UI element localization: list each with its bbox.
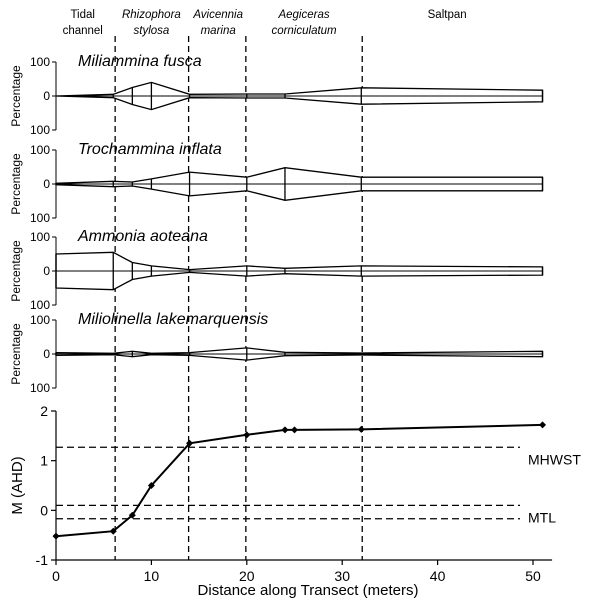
zone-label-rhizophora: stylosa xyxy=(134,25,170,37)
elevation-point xyxy=(291,426,298,434)
zone-label-tidal-channel: Tidal xyxy=(70,9,95,21)
y-tick-label: 100 xyxy=(30,211,50,225)
x-tick-label: 10 xyxy=(144,568,160,584)
zone-label-avicennia: marina xyxy=(201,25,236,37)
zone-label-rhizophora: Rhizophora xyxy=(122,9,181,21)
zone-label-tidal-channel: channel xyxy=(63,25,103,37)
species-title: Ammonia aoteana xyxy=(77,228,208,245)
y-axis-label: Percentage xyxy=(9,323,23,385)
y-tick-label: 0 xyxy=(43,177,50,191)
species-panel: 100 0 100 Percentage Trochammina inflata xyxy=(9,141,544,225)
species-panel: 100 0 100 Percentage Miliolinella lakemarque… xyxy=(9,311,544,395)
y-tick-label: 100 xyxy=(30,123,50,137)
x-axis-label: Distance along Transect (meters) xyxy=(198,582,419,599)
y-axis-label: Percentage xyxy=(9,153,23,215)
species-panel: 100 0 100 Percentage Miliammina fusca xyxy=(9,53,544,137)
x-tick-label: 0 xyxy=(52,568,60,584)
elevation-point xyxy=(147,482,155,489)
y-tick-label: 2 xyxy=(40,403,48,419)
y-axis-label: Percentage xyxy=(9,240,23,302)
species-panel: 100 0 100 Percentage Ammonia aoteana xyxy=(9,228,544,312)
zone-headers: Tidal channel Rhizophora stylosa Avicennia ma… xyxy=(63,9,467,37)
y-tick-label: 100 xyxy=(30,381,50,395)
y-tick-label: 0 xyxy=(43,89,50,103)
elevation-point xyxy=(52,532,60,540)
elevation-point xyxy=(186,439,194,447)
x-tick-label: 20 xyxy=(239,568,255,584)
elevation-point xyxy=(128,511,136,519)
y-tick-label: 100 xyxy=(30,143,50,157)
y-tick-label: -1 xyxy=(36,552,49,568)
elevation-point xyxy=(109,527,117,535)
elevation-point xyxy=(281,426,289,434)
y-tick-label: 100 xyxy=(30,298,50,312)
elevation-point xyxy=(357,425,365,433)
species-title: Trochammina inflata xyxy=(78,141,222,158)
y-axis-label: Percentage xyxy=(9,65,23,127)
species-title: Miliolinella lakemarquensis xyxy=(78,311,268,328)
x-tick-label: 50 xyxy=(525,568,541,584)
elevation-point xyxy=(539,421,547,429)
y-tick-label: 0 xyxy=(43,347,50,361)
x-tick-label: 30 xyxy=(334,568,350,584)
elevation-point xyxy=(243,431,251,439)
y-tick-label: 100 xyxy=(30,230,50,244)
zone-boundaries xyxy=(114,36,363,560)
x-tick-label: 40 xyxy=(430,568,446,584)
y-tick-label: 1 xyxy=(40,453,48,469)
y-tick-label: 0 xyxy=(40,502,48,518)
zone-label-aegiceras: Aegiceras xyxy=(277,9,329,21)
zone-label-saltpan: Saltpan xyxy=(428,9,467,21)
y-tick-label: 0 xyxy=(43,264,50,278)
y-axis-label: M (AHD) xyxy=(9,456,26,514)
reference-line-label: MTL xyxy=(528,509,556,525)
species-title: Miliammina fusca xyxy=(78,53,202,70)
elevation-series-line xyxy=(55,423,543,538)
y-tick-label: 100 xyxy=(30,55,50,69)
reference-line-label: MHWST xyxy=(528,451,581,467)
zone-label-avicennia: Avicennia xyxy=(192,9,243,21)
zone-label-aegiceras: corniculatum xyxy=(271,25,337,37)
y-tick-label: 100 xyxy=(30,313,50,327)
